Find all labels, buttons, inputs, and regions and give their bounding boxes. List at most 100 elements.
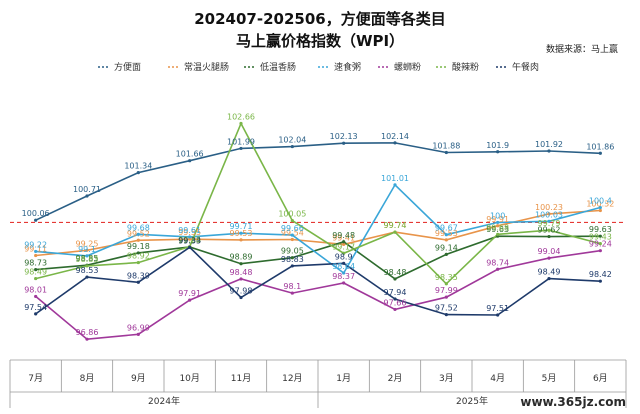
data-label-4-7: 97.66 [384, 298, 407, 307]
data-source-note: 数据来源：马上赢 [546, 43, 618, 55]
data-label-0-8: 101.88 [432, 142, 460, 151]
data-point-4-3 [188, 298, 192, 302]
legend-label-1: 常温火腿肠 [184, 61, 229, 73]
data-label-2-4: 98.89 [230, 253, 253, 262]
data-point-4-4 [239, 277, 243, 281]
x-tick-label-0: 7月 [28, 373, 43, 384]
data-point-6-7 [393, 297, 397, 301]
data-point-4-8 [444, 295, 448, 299]
data-point-3-0 [34, 249, 38, 254]
data-label-2-11: 99.63 [589, 225, 612, 234]
data-label-2-9: 99.63 [486, 225, 509, 234]
data-label-0-2: 101.34 [124, 162, 152, 171]
data-label-0-7: 102.14 [381, 132, 409, 141]
data-point-4-6 [342, 281, 346, 285]
data-point-5-8 [444, 282, 448, 286]
data-label-3-11: 100.4 [589, 197, 612, 206]
data-point-5-6 [342, 251, 346, 255]
data-label-4-4: 98.48 [230, 268, 253, 277]
legend-label-3: 速食粥 [334, 61, 361, 73]
data-point-3-7 [393, 183, 397, 187]
data-point-3-1 [85, 254, 89, 258]
data-label-1-0: 99.11 [24, 245, 47, 254]
data-point-5-4 [239, 121, 243, 126]
x-axis: 7月 8月 9月 10月 11月 12月 1月 2月 3月 4月 5月 6月 2024年 2025年 [9, 359, 627, 408]
data-point-4-0 [34, 294, 38, 299]
data-label-3-4: 99.71 [230, 222, 253, 231]
x-year-label-0: 2024年 [148, 395, 180, 407]
data-point-1-1 [85, 248, 89, 252]
watermark: www.365jz.com [520, 395, 626, 409]
data-point-1-3 [188, 237, 192, 241]
data-label-4-1: 96.86 [76, 328, 99, 337]
data-point-4-7 [393, 307, 397, 312]
series-line-5 [35, 121, 601, 285]
data-label-3-1: 99.1 [78, 245, 96, 254]
series-line-3 [35, 183, 601, 275]
data-point-0-10 [547, 149, 551, 153]
data-point-3-11 [598, 205, 602, 210]
data-label-5-8: 98.35 [435, 273, 458, 282]
series-line-6 [35, 246, 601, 316]
x-tick-label-10: 5月 [542, 373, 557, 384]
data-label-6-10: 98.49 [538, 268, 561, 277]
data-point-4-10 [547, 256, 551, 260]
chart-title-line1: 202407-202506，方便面等各类目 [194, 10, 445, 28]
data-point-6-4 [239, 295, 243, 300]
data-label-6-9: 97.51 [486, 304, 509, 313]
data-label-4-2: 96.99 [127, 323, 150, 332]
data-label-0-11: 101.86 [586, 142, 614, 151]
data-label-4-0: 98.01 [24, 285, 47, 294]
chart-title-line2: 马上赢价格指数（WPI） [236, 32, 404, 50]
data-point-3-2 [136, 232, 140, 236]
data-point-2-5 [290, 256, 294, 260]
data-point-5-1 [85, 264, 89, 268]
data-point-1-6 [342, 242, 346, 246]
legend: 方便面 常温火腿肠 低温香肠 速食粥 螺蛳粉 酸辣粉 午餐肉 [98, 61, 539, 73]
legend-label-6: 午餐肉 [512, 61, 539, 73]
data-label-6-8: 97.52 [435, 304, 458, 313]
data-label-6-11: 98.42 [589, 270, 612, 279]
data-point-2-2 [136, 251, 140, 255]
data-point-0-4 [239, 146, 243, 151]
data-label-1-6: 99.41 [332, 233, 355, 242]
x-tick-label-6: 1月 [336, 373, 351, 384]
data-point-2-4 [239, 262, 243, 266]
data-label-1-5: 99.54 [281, 229, 304, 238]
series-line-0 [35, 142, 601, 221]
data-point-6-3 [188, 245, 192, 249]
data-label-3-6: 98.64 [332, 262, 355, 271]
data-point-1-2 [136, 238, 140, 242]
data-label-1-3: 99.55 [178, 228, 201, 237]
data-label-3-0: 99.22 [24, 240, 47, 249]
data-point-5-11 [598, 242, 602, 246]
data-label-2-6: 99.48 [332, 231, 355, 240]
data-label-1-1: 99.25 [76, 239, 99, 248]
data-point-3-9 [496, 220, 500, 225]
x-tick-label-5: 12月 [282, 373, 302, 384]
legend-label-4: 螺蛳粉 [394, 61, 421, 73]
data-point-2-6 [342, 240, 346, 244]
data-label-3-7: 101.01 [381, 174, 409, 183]
series-line-2 [35, 235, 601, 280]
data-label-6-3: 99.33 [178, 236, 201, 245]
data-point-2-11 [598, 234, 602, 238]
data-label-5-7: 99.74 [384, 221, 407, 230]
legend-label-5: 酸辣粉 [452, 61, 479, 73]
data-label-1-7: 99.74 [384, 221, 407, 230]
data-point-2-10 [547, 234, 551, 239]
data-point-5-5 [290, 218, 294, 223]
data-label-5-4: 102.66 [227, 113, 255, 122]
data-point-6-5 [290, 264, 294, 268]
data-point-2-7 [393, 277, 397, 281]
x-year-label-1: 2025年 [456, 395, 488, 407]
data-label-5-5: 100.05 [278, 210, 306, 219]
x-tick-label-2: 9月 [131, 373, 146, 384]
data-point-0-6 [342, 141, 346, 145]
data-point-1-8 [444, 238, 448, 242]
data-label-6-1: 98.53 [76, 266, 99, 275]
data-point-1-5 [290, 237, 294, 242]
x-tick-label-7: 2月 [388, 373, 403, 384]
data-label-0-6: 102.13 [330, 132, 358, 141]
